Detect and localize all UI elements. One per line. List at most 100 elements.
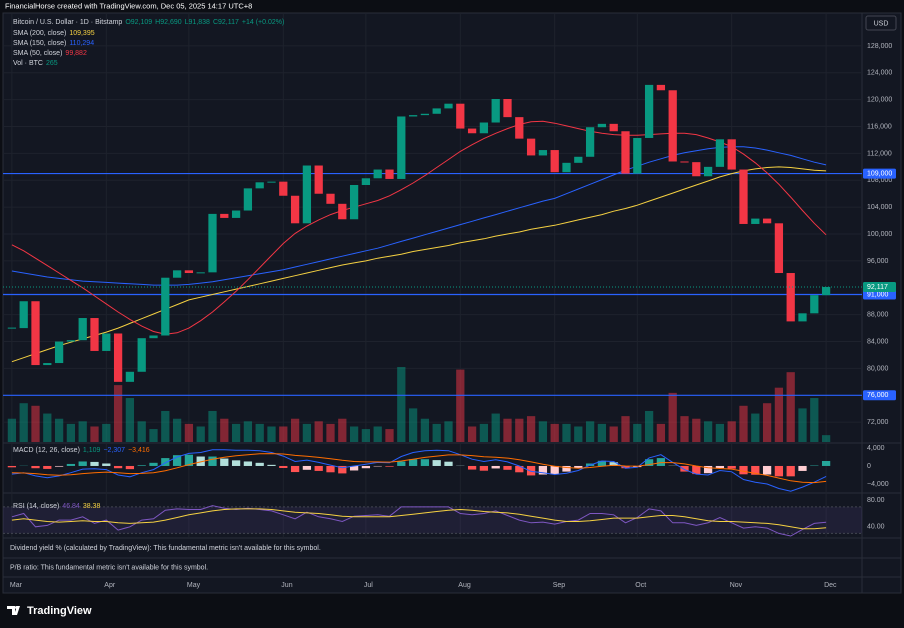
macd-histogram	[137, 465, 146, 466]
candle-body	[503, 99, 512, 118]
macd-histogram	[172, 455, 182, 466]
candle-body	[727, 139, 736, 170]
y-tick-label: 84,000	[867, 338, 889, 345]
macd-histogram	[66, 463, 76, 466]
macd-histogram	[562, 465, 571, 472]
macd-histogram	[444, 461, 453, 466]
volume-bar	[279, 426, 288, 442]
macd-histogram	[31, 465, 40, 469]
macd-histogram	[538, 465, 548, 475]
candle-body	[149, 335, 158, 339]
volume-bar	[290, 418, 300, 442]
candle-body	[574, 156, 583, 163]
candle-body	[102, 333, 111, 351]
macd-histogram	[408, 459, 418, 466]
macd-histogram	[644, 459, 654, 466]
legend-item: 109,395	[69, 30, 94, 37]
volume-bar	[821, 435, 831, 442]
candle-body	[196, 272, 205, 274]
volume-bar	[102, 423, 111, 442]
macd-histogram	[680, 465, 689, 472]
candle-body	[491, 99, 500, 123]
macd-histogram	[102, 463, 111, 466]
volume-bar	[361, 429, 371, 442]
macd-histogram	[727, 465, 736, 469]
candle-body	[125, 371, 135, 382]
y-tick-label: 116,000	[867, 123, 892, 130]
chart-frame	[2, 12, 902, 594]
macd-histogram	[302, 465, 312, 470]
macd-histogram	[349, 465, 359, 471]
volume-bar	[762, 403, 772, 442]
candle-body	[184, 270, 194, 274]
sma-line	[11, 146, 827, 286]
candle-body	[349, 185, 359, 220]
macd-histogram	[161, 458, 170, 466]
volume-bar	[621, 416, 630, 442]
sma-line	[11, 166, 827, 363]
candle-body	[774, 223, 784, 274]
candle-body	[43, 363, 52, 366]
macd-histogram	[267, 464, 276, 466]
fundamental-note: Dividend yield % (calculated by TradingV…	[10, 545, 321, 552]
candle-body	[444, 103, 453, 109]
volume-bar	[644, 410, 654, 442]
legend: MACD (12, 26, close) 1,109 −2,307 −3,416	[13, 447, 150, 454]
candle-body	[137, 338, 146, 372]
currency[interactable]: USD	[874, 20, 889, 27]
candle-body	[538, 150, 548, 156]
legend-item: RSI (14, close)	[13, 503, 59, 510]
macd-histogram	[338, 465, 347, 474]
volume-bar	[798, 408, 807, 442]
volume-bar	[467, 426, 477, 442]
macd-histogram	[243, 461, 253, 466]
candle-body	[432, 108, 441, 114]
tradingview-logo: TradingView	[7, 605, 92, 617]
y-tick-label: 108,000	[867, 177, 892, 184]
macd-histogram	[692, 465, 701, 475]
x-tick-label: Jul	[364, 582, 373, 589]
macd-histogram	[715, 465, 725, 468]
macd-histogram	[54, 465, 64, 467]
macd-histogram	[78, 461, 87, 466]
legend: SMA (150, close) 110,294	[13, 40, 94, 47]
macd-histogram	[550, 465, 559, 475]
volume-bar	[66, 423, 76, 442]
currency-box[interactable]	[865, 15, 897, 31]
volume-bar	[739, 405, 748, 442]
volume-bar	[172, 418, 182, 442]
x-tick-label: Nov	[730, 582, 743, 589]
candle-body	[19, 301, 28, 329]
macd-histogram	[326, 465, 335, 473]
y-tick-label: 124,000	[867, 70, 892, 77]
candle-body	[113, 333, 123, 382]
volume-bar	[161, 410, 170, 442]
macd-histogram	[279, 465, 288, 468]
candle-body	[656, 84, 666, 91]
volume-bar	[196, 426, 205, 442]
candle-body	[267, 181, 276, 183]
macd-histogram	[574, 465, 583, 469]
candle-body	[90, 318, 99, 351]
legend: Vol · BTC 265	[13, 60, 58, 67]
macd-histogram	[125, 465, 135, 470]
candle-body	[54, 341, 64, 364]
macd-histogram	[220, 458, 229, 466]
fundamental-note: P/B ratio: This fundamental metric isn't…	[10, 564, 208, 571]
macd-histogram	[656, 458, 666, 466]
volume-bar	[526, 416, 536, 442]
candle-body	[597, 123, 607, 128]
legend: SMA (50, close) 99,882	[13, 50, 87, 57]
volume-bar	[349, 426, 359, 442]
macd-histogram	[290, 465, 300, 473]
legend-item: H92,690	[155, 19, 182, 26]
volume-bar	[43, 413, 52, 442]
legend-item: −3,416	[128, 447, 150, 454]
x-tick-label: Sep	[553, 582, 566, 589]
legend-item: 99,882	[65, 50, 87, 57]
candle-body	[161, 277, 170, 336]
level-tag	[863, 390, 896, 401]
candle-body	[680, 161, 689, 163]
candle-body	[420, 113, 430, 116]
